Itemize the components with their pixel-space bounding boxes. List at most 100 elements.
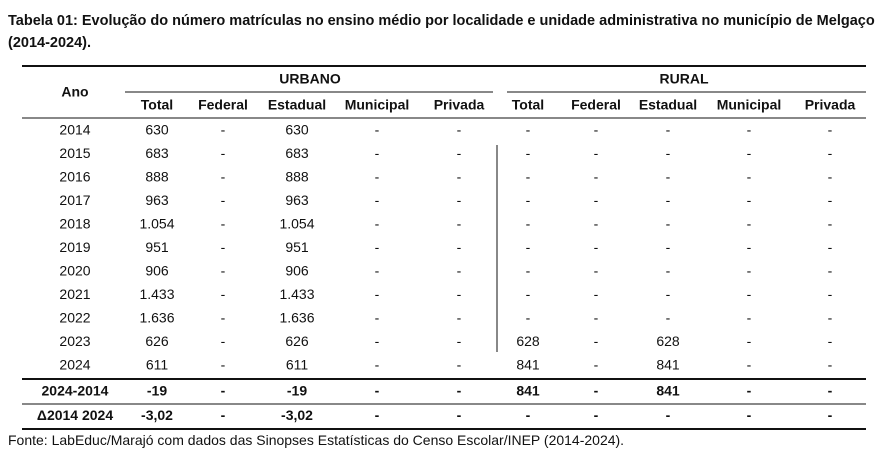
cell: - [747,145,752,161]
cell: 1.054 [139,216,174,232]
cell: - [747,169,752,185]
cell: 630 [285,122,309,138]
cell: - [221,286,226,302]
cell: 888 [145,169,169,185]
cell: - [526,145,531,161]
cell: 628 [656,333,680,349]
row-year: 2017 [59,192,90,208]
cell: - [666,239,671,255]
cell: 626 [145,333,169,349]
cell: - [747,357,752,373]
cell: 1.433 [279,286,314,302]
cell: - [457,239,462,255]
cell: - [747,263,752,279]
cell: - [457,286,462,302]
cell: 1.636 [139,310,174,326]
summary-cell: - [221,407,226,423]
header-group: URBANO [279,71,341,87]
summary-cell: 841 [656,383,680,399]
cell: - [666,216,671,232]
column-header: Total [512,97,544,113]
cell: - [457,333,462,349]
table-title: Tabela 01: Evolução do número matrículas… [8,13,875,51]
row-year: 2021 [59,286,90,302]
header-group: RURAL [660,71,709,87]
cell: - [375,239,380,255]
cell: - [221,333,226,349]
summary-cell: -19 [287,383,307,399]
cell: - [457,122,462,138]
cell: - [375,169,380,185]
cell: - [526,263,531,279]
cell: - [828,263,833,279]
cell: - [375,122,380,138]
cell: 611 [286,357,309,373]
summary-cell: - [747,383,752,399]
cell: - [221,145,226,161]
cell: - [375,145,380,161]
row-year: 2023 [59,333,90,349]
cell: 841 [516,357,540,373]
cell: - [828,145,833,161]
cell: - [828,122,833,138]
cell: - [594,333,599,349]
cell: - [375,263,380,279]
summary-cell: - [828,407,833,423]
summary-cell: - [221,383,226,399]
cell: - [375,357,380,373]
cell: - [526,310,531,326]
cell: 906 [285,263,309,279]
column-header: Municipal [717,97,782,113]
cell: - [221,192,226,208]
column-header: Federal [571,97,621,113]
cell: - [526,216,531,232]
cell: - [375,192,380,208]
cell: 628 [516,333,540,349]
cell: 683 [285,145,309,161]
cell: - [747,239,752,255]
summary-cell: - [375,407,380,423]
cell: 611 [146,357,169,373]
column-header: Privada [434,97,485,113]
cell: - [375,216,380,232]
summary-cell: - [666,407,671,423]
cell: - [221,216,226,232]
row-year: 2020 [59,263,90,279]
cell: - [526,122,531,138]
cell: 963 [285,192,309,208]
cell: - [666,263,671,279]
summary-cell: - [457,407,462,423]
cell: - [828,310,833,326]
cell: - [666,122,671,138]
cell: - [375,333,380,349]
cell: - [221,169,226,185]
summary-label: 2024-2014 [42,383,109,399]
cell: - [747,216,752,232]
summary-cell: - [526,407,531,423]
cell: - [594,216,599,232]
cell: - [594,357,599,373]
summary-cell: - [828,383,833,399]
cell: - [666,310,671,326]
cell: - [526,239,531,255]
cell: - [594,122,599,138]
cell: - [526,169,531,185]
cell: - [457,216,462,232]
summary-cell: -3,02 [141,407,173,423]
cell: 626 [285,333,309,349]
cell: - [828,169,833,185]
column-header: Total [141,97,173,113]
summary-cell: -3,02 [281,407,313,423]
cell: - [457,192,462,208]
row-year: 2019 [59,239,90,255]
column-header: Estadual [639,97,697,113]
cell: - [375,286,380,302]
cell: - [594,310,599,326]
header-year: Ano [61,84,88,100]
cell: - [666,145,671,161]
cell: 630 [145,122,169,138]
cell: - [828,192,833,208]
summary-cell: - [747,407,752,423]
cell: - [221,310,226,326]
